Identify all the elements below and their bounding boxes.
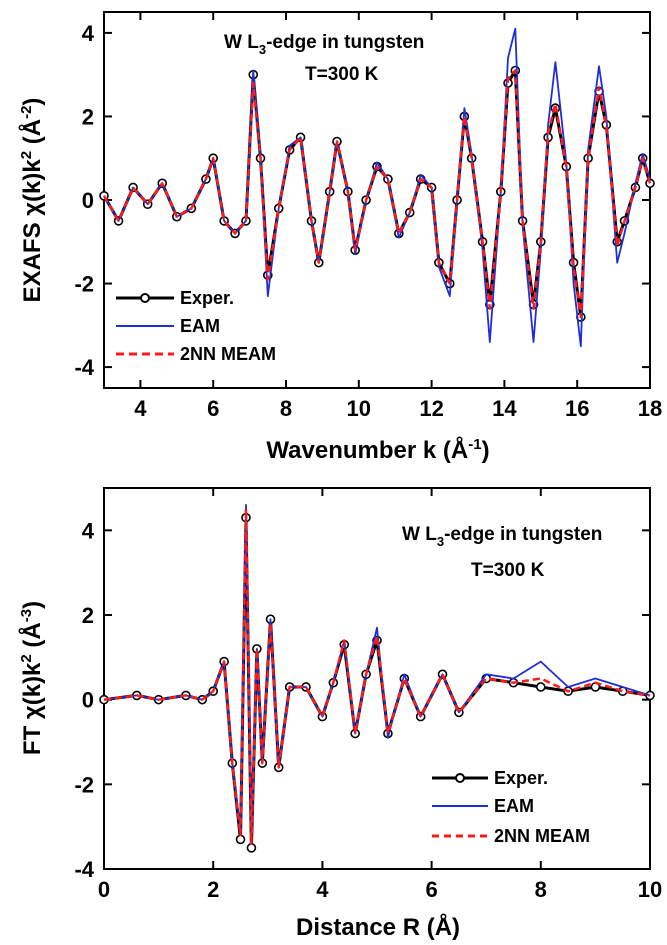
- top-series-group: [99, 27, 655, 348]
- bottom-y-tick-label: 2: [82, 603, 94, 628]
- top-x-tick-label: 16: [565, 396, 589, 421]
- legend-exper-marker: [140, 293, 150, 303]
- top-legend: Exper. EAM 2NN MEAM: [116, 288, 276, 364]
- bottom-x-axis-label: Distance R (Å): [296, 913, 460, 941]
- legend-meam-label: 2NN MEAM: [180, 344, 276, 364]
- bottom-y-tick-label: -4: [74, 857, 94, 882]
- bottom-x-tick-label: 2: [207, 877, 219, 902]
- bottom-plot-frame: [103, 487, 651, 870]
- top-axis-ticks: 4 6 8 10 12 14 16 18 -4 -2 0 2 4: [74, 12, 662, 421]
- top-x-tick-label: 4: [134, 396, 147, 421]
- bottom-series-exper-: [103, 516, 651, 850]
- bottom-exper-point: [235, 834, 246, 845]
- bottom-annotation-title: W L3-edge in tungsten: [402, 524, 602, 549]
- bottom-y-tick-label: -2: [74, 772, 94, 797]
- top-y-tick-label: 4: [82, 21, 95, 46]
- top-panel: 4 6 8 10 12 14 16 18 -4 -2 0 2 4 W L3-edge in tungst…: [18, 11, 662, 464]
- top-annotation-title: W L3-edge in tungsten: [224, 32, 424, 57]
- bottom-series-eam: [103, 503, 651, 841]
- top-y-tick-label: -4: [74, 355, 94, 380]
- top-x-axis-label: Wavenumber k (Å-1): [266, 436, 489, 464]
- bottom-x-tick-label: 8: [535, 877, 547, 902]
- bottom-exper-point: [535, 682, 546, 692]
- top-annotation-temp: T=300 K: [305, 64, 379, 85]
- top-x-tick-label: 12: [419, 396, 443, 421]
- bottom-series-group: [99, 503, 655, 853]
- top-x-tick-label: 8: [280, 396, 292, 421]
- bottom-series-2nn-meam: [103, 507, 651, 845]
- bottom-panel: 0 2 4 6 8 10 -4 -2 0 2 4 W L3-edge in tungsten T=3…: [18, 487, 662, 941]
- bottom-x-tick-label: 4: [316, 877, 329, 902]
- legend-exper-label: Exper.: [494, 768, 548, 788]
- legend-eam-label: EAM: [180, 316, 220, 336]
- legend-exper-label: Exper.: [180, 288, 234, 308]
- bottom-exper-point: [246, 843, 257, 853]
- top-x-tick-label: 10: [347, 396, 371, 421]
- bottom-axis-ticks: 0 2 4 6 8 10 -4 -2 0 2 4: [74, 488, 662, 902]
- top-x-tick-label: 18: [638, 396, 662, 421]
- bottom-legend: Exper. EAM 2NN MEAM: [432, 768, 590, 846]
- top-x-tick-label: 6: [207, 396, 219, 421]
- bottom-x-tick-label: 6: [425, 877, 437, 902]
- top-x-tick-label: 14: [492, 396, 517, 421]
- legend-meam-label: 2NN MEAM: [494, 826, 590, 846]
- top-series-2nn-meam: [102, 69, 652, 319]
- bottom-y-tick-label: 4: [82, 518, 95, 543]
- bottom-x-tick-label: 10: [638, 877, 662, 902]
- bottom-annotation-temp: T=300 K: [471, 560, 545, 581]
- top-y-tick-label: 2: [82, 104, 94, 129]
- legend-eam-label: EAM: [494, 796, 534, 816]
- bottom-x-tick-label: 0: [98, 877, 110, 902]
- top-y-axis-label: EXAFS χ(k)k2 (Å-2): [18, 98, 46, 303]
- bottom-exper-point: [645, 690, 655, 701]
- top-y-tick-label: -2: [74, 272, 94, 297]
- legend-exper-marker: [455, 773, 465, 783]
- bottom-y-tick-label: 0: [82, 688, 94, 713]
- bottom-y-axis-label: FT χ(k)k2 (Å-3): [18, 601, 46, 755]
- top-y-tick-label: 0: [82, 188, 94, 213]
